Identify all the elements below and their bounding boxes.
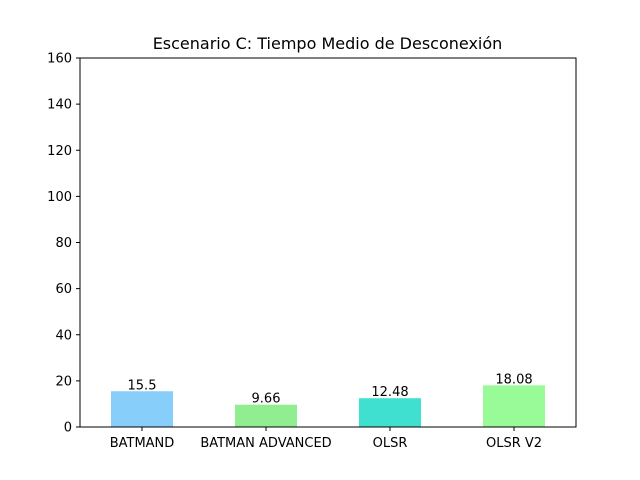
y-tick-label: 100 xyxy=(47,190,72,205)
x-tick-label: BATMAND xyxy=(110,436,175,451)
y-tick-label: 140 xyxy=(47,98,72,113)
y-tick-label: 120 xyxy=(47,144,72,159)
bars xyxy=(111,385,545,427)
bar xyxy=(359,398,421,427)
y-tick-label: 40 xyxy=(55,328,72,343)
y-tick-label: 80 xyxy=(55,236,72,251)
chart-title: Escenario C: Tiempo Medio de Desconexión xyxy=(153,34,503,53)
bar xyxy=(483,385,545,427)
y-tick-label: 20 xyxy=(55,374,72,389)
bar xyxy=(111,391,173,427)
bar-value-label: 12.48 xyxy=(371,385,408,400)
y-tick-label: 0 xyxy=(64,421,72,436)
bar-value-label: 15.5 xyxy=(128,378,157,393)
x-tick-label: BATMAN ADVANCED xyxy=(200,436,331,451)
bar-value-labels: 15.5 9.66 12.48 18.08 xyxy=(128,372,533,406)
bar-value-label: 9.66 xyxy=(252,392,281,407)
bar-value-label: 18.08 xyxy=(495,372,532,387)
x-axis: BATMAND BATMAN ADVANCED OLSR OLSR V2 xyxy=(110,427,542,451)
y-tick-label: 60 xyxy=(55,282,72,297)
y-axis: 0 20 40 60 80 100 120 140 160 xyxy=(47,52,80,436)
x-tick-label: OLSR xyxy=(373,436,408,451)
plot-frame xyxy=(79,57,577,428)
bar xyxy=(235,404,297,427)
x-tick-label: OLSR V2 xyxy=(486,436,542,451)
y-tick-label: 160 xyxy=(47,52,72,67)
